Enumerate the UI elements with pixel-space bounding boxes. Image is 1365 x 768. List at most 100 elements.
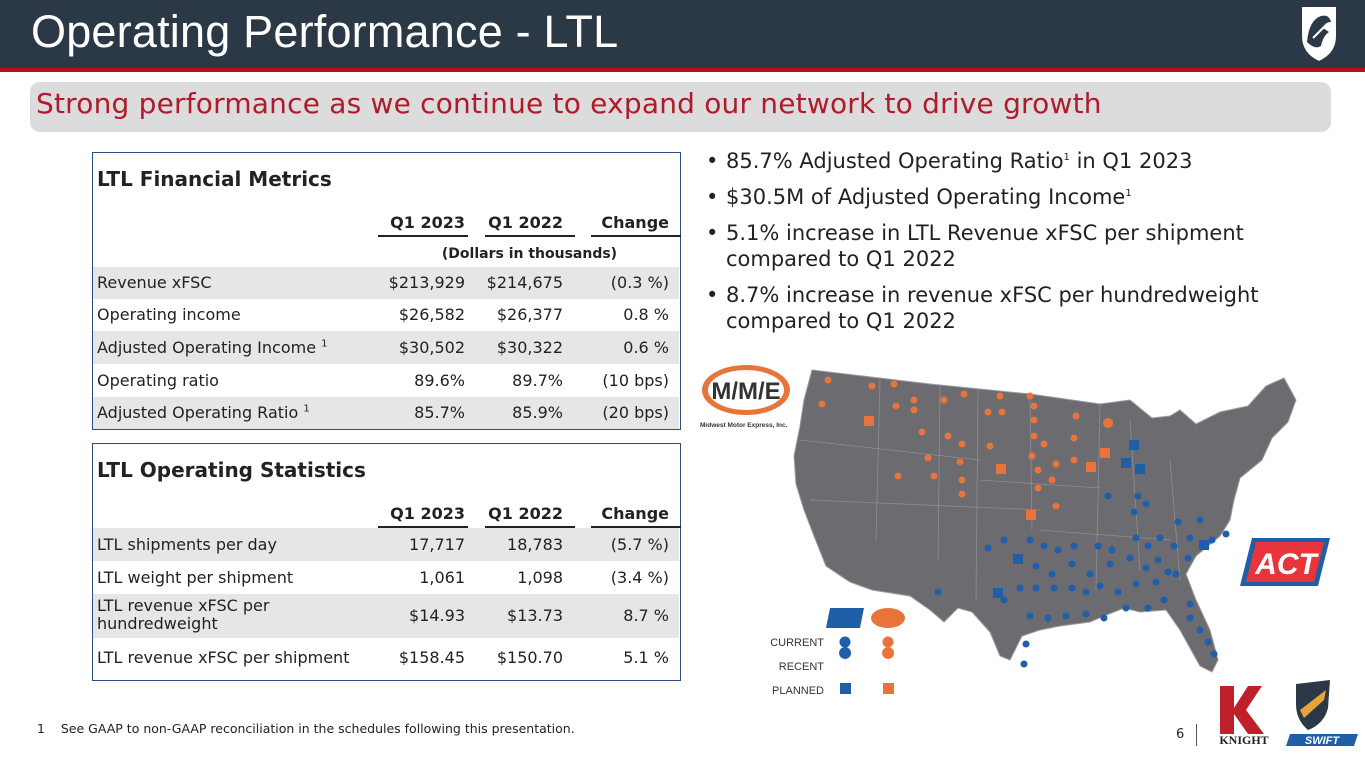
mme-current-terminal <box>824 376 832 384</box>
act-current-terminal <box>1204 638 1212 646</box>
financial-metrics-title: LTL Financial Metrics <box>97 167 332 191</box>
act-current-terminal <box>1122 604 1130 612</box>
row-label: LTL shipments per day <box>97 535 277 554</box>
mme-current-terminal <box>958 440 966 448</box>
table-row: Operating ratio 89.6% 89.7% (10 bps) <box>93 364 679 397</box>
mme-current-terminal <box>910 396 918 404</box>
bullet-text: 8.7% increase in revenue xFSC per hundre… <box>726 283 1259 333</box>
page-title: Operating Performance - LTL <box>31 6 619 57</box>
act-current-terminal <box>1132 580 1140 588</box>
value-change: (3.4 %) <box>610 568 669 587</box>
act-planned-terminal <box>1129 440 1139 450</box>
act-current-terminal <box>1054 546 1062 554</box>
value-q1-2023: $14.93 <box>409 606 465 625</box>
column-header: Change <box>601 504 669 523</box>
page-number: 6 <box>1176 727 1185 742</box>
mme-current-terminal <box>910 406 918 414</box>
table-row: LTL weight per shipment 1,061 1,098 (3.4… <box>93 561 679 594</box>
column-underline <box>591 235 681 237</box>
act-planned-terminal <box>1135 464 1145 474</box>
act-current-terminal <box>1000 596 1008 604</box>
mme-current-terminal <box>960 390 968 398</box>
value-q1-2022: $30,322 <box>496 338 563 357</box>
act-current-terminal <box>1184 554 1192 562</box>
row-label-line: hundredweight <box>97 614 218 633</box>
act-current-terminal <box>1082 610 1090 618</box>
financial-metrics-table: LTL Financial Metrics Q1 2023 Q1 2022 Ch… <box>92 152 681 430</box>
list-item: • $30.5M of Adjusted Operating Income1 <box>706 184 1356 210</box>
mme-current-terminal <box>868 382 876 390</box>
value-change: (10 bps) <box>602 371 669 390</box>
column-underline <box>485 235 575 237</box>
bullet-dot-icon: • <box>706 149 719 173</box>
value-q1-2022: $214,675 <box>486 273 563 292</box>
column-header: Q1 2023 <box>390 213 465 232</box>
swift-badge <box>1286 734 1358 746</box>
act-current-terminal <box>1048 570 1056 578</box>
mme-current-terminal <box>1030 416 1038 424</box>
mme-current-terminal <box>1030 432 1038 440</box>
value-change: (20 bps) <box>602 403 669 422</box>
act-current-terminal <box>1068 584 1076 592</box>
mme-terminals <box>818 376 1080 510</box>
subtitle-bar <box>30 82 1331 132</box>
table-row: Revenue xFSC $213,929 $214,675 (0.3 %) <box>93 267 679 299</box>
value-q1-2022: $150.70 <box>496 648 563 667</box>
bullet-text: $30.5M of Adjusted Operating Income <box>726 185 1126 209</box>
column-underline <box>378 235 468 237</box>
act-current-terminal <box>1096 582 1104 590</box>
mme-current-terminal <box>924 454 932 462</box>
act-current-terminal <box>1070 542 1078 550</box>
act-planned-terminal <box>1199 540 1209 550</box>
mme-current-terminal <box>958 490 966 498</box>
legend-act-logo-icon <box>826 608 864 628</box>
mme-current-terminal <box>1048 476 1056 484</box>
act-current-terminal <box>1108 546 1116 554</box>
row-label-text: Adjusted Operating Ratio <box>97 403 304 422</box>
mme-current-terminal <box>1070 434 1078 442</box>
legend-planned-label: PLANNED <box>772 685 824 697</box>
column-header: Q1 2023 <box>390 504 465 523</box>
us-terminal-map: M/M/E Midwest Motor Express, Inc. ACT <box>700 365 1330 697</box>
act-current-terminal <box>1134 492 1142 500</box>
mme-current-terminal <box>940 396 948 404</box>
act-current-terminal <box>1082 588 1090 596</box>
value-q1-2022: $26,377 <box>496 305 563 324</box>
list-item: • 85.7% Adjusted Operating Ratio1 in Q1 … <box>706 148 1356 174</box>
act-current-terminal <box>1160 596 1168 604</box>
act-current-terminal <box>1164 568 1172 576</box>
highlights-list: • 85.7% Adjusted Operating Ratio1 in Q1 … <box>706 148 1356 344</box>
map-legend: CURRENT RECENT PLANNED <box>770 608 905 697</box>
act-current-terminal <box>1022 640 1030 648</box>
mme-current-terminal <box>1040 440 1048 448</box>
value-q1-2022: 18,783 <box>507 535 563 554</box>
swift-stripe-icon <box>1300 690 1326 718</box>
knight-helmet-logo-icon <box>1300 5 1338 64</box>
act-planned-terminal <box>1013 554 1023 564</box>
value-q1-2023: 89.6% <box>414 371 465 390</box>
mme-planned-terminal <box>864 416 874 426</box>
mme-current-terminal <box>1072 412 1080 420</box>
act-logo-text: ACT <box>1254 548 1319 581</box>
mme-current-terminal <box>1034 466 1042 474</box>
footnote-text: See GAAP to non-GAAP reconciliation in t… <box>60 721 575 736</box>
mme-current-terminal <box>996 392 1004 400</box>
act-current-terminal <box>1186 614 1194 622</box>
bullet-text: 5.1% increase in LTL Revenue xFSC per sh… <box>726 221 1244 271</box>
act-current-terminal <box>1132 534 1140 542</box>
act-current-terminal <box>1068 560 1076 568</box>
act-current-terminal <box>1100 614 1108 622</box>
mme-current-terminal <box>1034 484 1042 492</box>
mme-planned-terminal <box>996 464 1006 474</box>
act-current-terminal <box>1172 570 1180 578</box>
knight-k-icon <box>1220 686 1264 734</box>
mme-current-terminal <box>998 408 1006 416</box>
mme-current-terminal <box>1052 460 1060 468</box>
mme-current-terminal <box>890 380 898 388</box>
value-q1-2023: $158.45 <box>398 648 465 667</box>
act-current-terminal <box>1142 564 1150 572</box>
mme-current-terminal <box>1070 456 1078 464</box>
act-terminals <box>934 492 1230 668</box>
mme-planned-terminal <box>1026 510 1036 520</box>
value-q1-2023: $30,502 <box>398 338 465 357</box>
